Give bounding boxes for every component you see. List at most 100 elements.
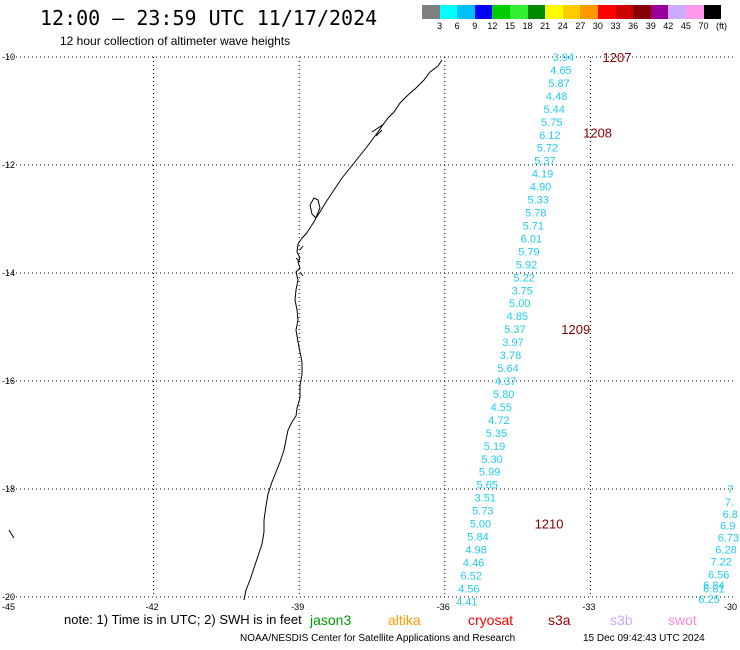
- wave-height-value: 5.80: [493, 389, 514, 401]
- wave-height-value: 5.87: [548, 78, 569, 90]
- wave-height-value: 3.75: [511, 285, 532, 297]
- scale-tick-label: 45: [680, 21, 691, 31]
- wave-height-value: 4.46: [463, 557, 484, 569]
- wave-height-value: 3.78: [500, 350, 521, 362]
- scale-swatch: [562, 5, 581, 19]
- wave-height-value: 4.85: [507, 311, 528, 323]
- wave-height-value: 6.56: [708, 569, 729, 581]
- satellite-legend-altika: altika: [388, 612, 421, 628]
- wave-height-value: 6.25: [698, 594, 719, 606]
- wave-height-value: 5.78: [525, 208, 546, 220]
- wave-height-value: 4.98: [465, 544, 486, 556]
- wave-height-value: 5.19: [484, 441, 505, 453]
- wave-height-value: 4.37: [495, 376, 516, 388]
- lon-tick-label: -39: [291, 602, 304, 612]
- color-scale-unit: (ft): [716, 21, 727, 31]
- scale-swatch: [668, 5, 686, 19]
- wave-height-color-scale: [422, 5, 722, 19]
- wave-height-value: 6.01: [521, 233, 542, 245]
- wave-height-value: 3.51: [475, 493, 496, 505]
- lon-tick-label: -42: [146, 602, 159, 612]
- lon-tick-label: -45: [2, 602, 15, 612]
- wave-height-value: 6.84: [703, 580, 724, 592]
- wave-height-value: 6.52: [460, 570, 481, 582]
- color-scale-labels: 3 6 9 12 15 18 21 24 27 30 33 36 39 42 45 70: [422, 21, 708, 31]
- lon-tick-label: -30: [724, 602, 737, 612]
- wave-height-value: 5.73: [472, 506, 493, 518]
- wave-height-value: 5.37: [504, 324, 525, 336]
- scale-swatch: [703, 5, 722, 19]
- scale-tick-label: 33: [610, 21, 621, 31]
- wave-height-value: 5.79: [518, 246, 539, 258]
- wave-height-track-main: 3.944.655.874.485.445.756.125.725.374.19…: [456, 52, 574, 608]
- wave-height-value: 4.48: [546, 91, 567, 103]
- pass-time-label: 1208: [583, 126, 612, 141]
- map-subtitle: 12 hour collection of altimeter wave hei…: [60, 34, 291, 48]
- wave-height-value: 6.81: [703, 583, 724, 595]
- wave-height-track-right: 77.6.86.96.736.287.226.566.846.816.25: [698, 484, 739, 606]
- scale-tick-label: 27: [575, 21, 586, 31]
- satellite-legend-cryosat: cryosat: [468, 612, 514, 628]
- wave-height-value: 6.9: [720, 521, 735, 533]
- wave-height-value: 5.92: [516, 259, 537, 271]
- wave-height-value: 5.30: [481, 454, 502, 466]
- scale-swatch: [527, 5, 546, 19]
- pass-time-label: 1209: [561, 322, 590, 337]
- lon-tick-label: -33: [582, 602, 595, 612]
- scale-tick-label: 18: [522, 21, 533, 31]
- scale-tick-label: 21: [540, 21, 551, 31]
- wave-height-value: 4.90: [530, 182, 551, 194]
- scale-swatch: [633, 5, 651, 19]
- note-text: note: 1) Time is in UTC; 2) SWH is in fe…: [64, 612, 302, 627]
- scale-swatch: [509, 5, 528, 19]
- scale-swatch: [615, 5, 634, 19]
- lat-tick-label: -14: [2, 268, 15, 278]
- scale-tick-label: 6: [454, 21, 460, 31]
- lat-tick-label: -10: [2, 52, 15, 62]
- wave-height-value: 6.28: [715, 544, 736, 556]
- scale-swatch: [457, 5, 475, 19]
- satellite-legend-jason3: jason3: [310, 612, 352, 628]
- scale-tick-label: 12: [487, 21, 498, 31]
- map-title: 12:00 – 23:59 UTC 11/17/2024: [40, 6, 378, 30]
- wave-height-value: 5.44: [543, 104, 564, 116]
- lat-tick-label: -16: [2, 376, 15, 386]
- pass-time-label: 1210: [535, 517, 564, 532]
- wave-height-value: 5.84: [467, 532, 488, 544]
- lat-tick-label: -18: [2, 484, 15, 494]
- satellite-legend-s3a: s3a: [548, 612, 571, 628]
- pass-time-label: 1207: [603, 50, 632, 65]
- lat-tick-label: -20: [2, 592, 15, 602]
- wave-height-value: 5.71: [523, 220, 544, 232]
- scale-tick-label: 36: [628, 21, 639, 31]
- wave-height-value: 4.65: [550, 65, 571, 77]
- footer-timestamp: 15 Dec 09:42:43 UTC 2024: [583, 633, 705, 644]
- scale-tick-label: 39: [645, 21, 656, 31]
- satellite-legend-swot: swot: [668, 612, 697, 628]
- coastline: [243, 59, 443, 601]
- wave-height-value: 5.65: [477, 480, 498, 492]
- scale-tick-label: 9: [472, 21, 478, 31]
- scale-tick-label: 30: [592, 21, 603, 31]
- scale-tick-label: 70: [698, 21, 709, 31]
- wave-height-value: 3.97: [502, 337, 523, 349]
- scale-swatch: [492, 5, 510, 19]
- scale-swatch: [580, 5, 598, 19]
- footer-credit: NOAA/NESDIS Center for Satellite Applica…: [240, 633, 516, 644]
- wave-height-value: 7: [727, 484, 733, 496]
- wave-height-value: 5.64: [497, 363, 518, 375]
- scale-tick-label: 42: [663, 21, 674, 31]
- scale-tick-label: 3: [437, 21, 443, 31]
- wave-height-value: 4.19: [532, 169, 553, 181]
- satellite-legend-s3b: s3b: [610, 612, 633, 628]
- map-grid: -45 -42 -39 -36 -33 -30 -10 -12 -14 -16 -18 -20: [2, 52, 737, 612]
- scale-swatch: [545, 5, 563, 19]
- wave-height-value: 7.22: [710, 556, 731, 568]
- wave-height-value: 5.99: [479, 467, 500, 479]
- wave-height-value: 6.12: [539, 130, 560, 142]
- wave-height-value: 6.73: [718, 533, 739, 545]
- wave-height-value: 5.00: [470, 519, 491, 531]
- wave-height-value: 4.41: [456, 596, 477, 608]
- scale-swatch: [650, 5, 669, 19]
